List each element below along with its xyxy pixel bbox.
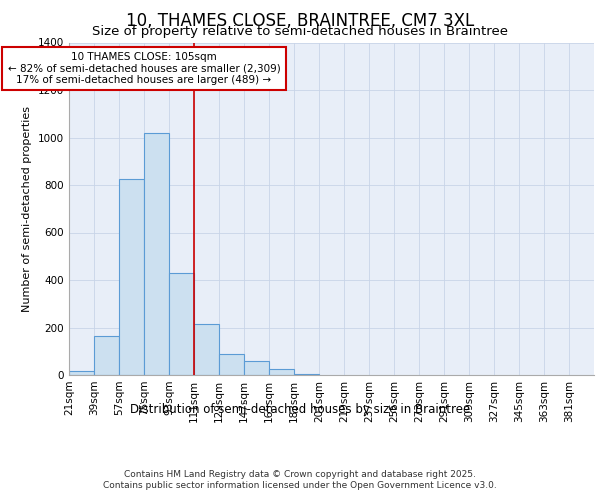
Bar [219,354,244,375]
Bar [144,132,169,375]
Text: 10, THAMES CLOSE, BRAINTREE, CM7 3XL: 10, THAMES CLOSE, BRAINTREE, CM7 3XL [126,12,474,30]
Bar [94,336,119,375]
Bar [269,369,294,375]
Y-axis label: Number of semi-detached properties: Number of semi-detached properties [22,106,32,312]
Text: Size of property relative to semi-detached houses in Braintree: Size of property relative to semi-detach… [92,25,508,38]
Bar [244,361,269,375]
Text: Contains HM Land Registry data © Crown copyright and database right 2025.: Contains HM Land Registry data © Crown c… [124,470,476,479]
Bar [294,374,319,375]
Bar [169,273,194,375]
Bar [69,372,94,375]
Bar [119,179,144,375]
Text: 10 THAMES CLOSE: 105sqm
← 82% of semi-detached houses are smaller (2,309)
17% of: 10 THAMES CLOSE: 105sqm ← 82% of semi-de… [8,52,280,85]
Bar [194,324,219,375]
Text: Distribution of semi-detached houses by size in Braintree: Distribution of semi-detached houses by … [130,402,470,415]
Text: Contains public sector information licensed under the Open Government Licence v3: Contains public sector information licen… [103,481,497,490]
